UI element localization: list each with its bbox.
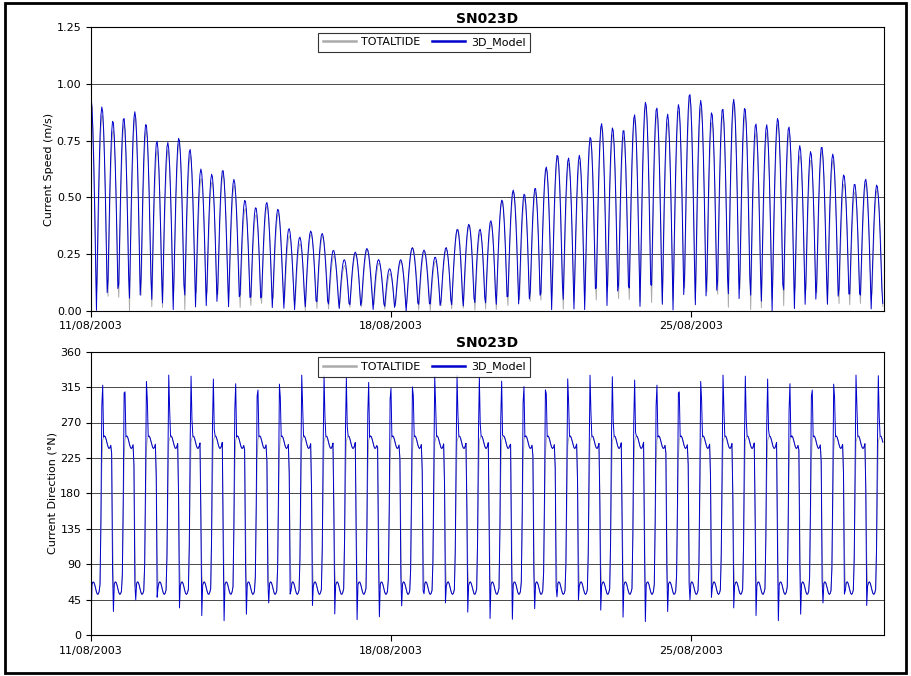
Title: SN023D: SN023D bbox=[456, 12, 518, 26]
TOTALTIDE bbox=[620, 161, 631, 169]
3D_Model bbox=[877, 299, 888, 308]
Line: TOTALTIDE: TOTALTIDE bbox=[91, 436, 883, 594]
Legend: TOTALTIDE, 3D_Model: TOTALTIDE, 3D_Model bbox=[318, 32, 530, 53]
TOTALTIDE bbox=[877, 302, 888, 310]
3D_Model bbox=[482, 442, 493, 450]
Y-axis label: Current Speed (m/s): Current Speed (m/s) bbox=[44, 112, 54, 226]
TOTALTIDE bbox=[542, 433, 553, 441]
3D_Model bbox=[684, 91, 695, 99]
3D_Model bbox=[541, 389, 552, 397]
TOTALTIDE bbox=[86, 584, 97, 592]
3D_Model bbox=[440, 599, 451, 607]
3D_Model bbox=[620, 162, 631, 170]
3D_Model bbox=[86, 93, 97, 101]
3D_Model bbox=[494, 230, 505, 238]
3D_Model bbox=[86, 617, 97, 625]
TOTALTIDE bbox=[877, 438, 888, 446]
TOTALTIDE bbox=[159, 590, 169, 598]
TOTALTIDE bbox=[159, 197, 170, 205]
3D_Model bbox=[541, 163, 552, 171]
3D_Model bbox=[494, 584, 505, 592]
TOTALTIDE bbox=[482, 264, 493, 272]
3D_Model bbox=[620, 578, 631, 586]
3D_Model bbox=[163, 371, 174, 379]
TOTALTIDE bbox=[541, 164, 552, 172]
3D_Model bbox=[401, 307, 412, 315]
TOTALTIDE bbox=[440, 552, 451, 560]
3D_Model bbox=[159, 217, 169, 225]
Line: TOTALTIDE: TOTALTIDE bbox=[91, 97, 883, 311]
3D_Model bbox=[440, 245, 451, 253]
Title: SN023D: SN023D bbox=[456, 337, 518, 350]
TOTALTIDE bbox=[520, 432, 531, 440]
TOTALTIDE bbox=[124, 307, 135, 315]
TOTALTIDE bbox=[494, 235, 505, 243]
Line: 3D_Model: 3D_Model bbox=[91, 375, 883, 621]
TOTALTIDE bbox=[482, 442, 493, 450]
3D_Model bbox=[159, 590, 169, 598]
3D_Model bbox=[877, 438, 888, 446]
TOTALTIDE bbox=[494, 584, 505, 592]
TOTALTIDE bbox=[684, 93, 695, 101]
TOTALTIDE bbox=[621, 580, 632, 588]
TOTALTIDE bbox=[86, 97, 97, 105]
Legend: TOTALTIDE, 3D_Model: TOTALTIDE, 3D_Model bbox=[318, 357, 530, 377]
Y-axis label: Current Direction (°N): Current Direction (°N) bbox=[47, 433, 57, 554]
TOTALTIDE bbox=[440, 247, 451, 256]
3D_Model bbox=[482, 257, 493, 265]
Line: 3D_Model: 3D_Model bbox=[91, 95, 883, 311]
TOTALTIDE bbox=[292, 590, 302, 598]
